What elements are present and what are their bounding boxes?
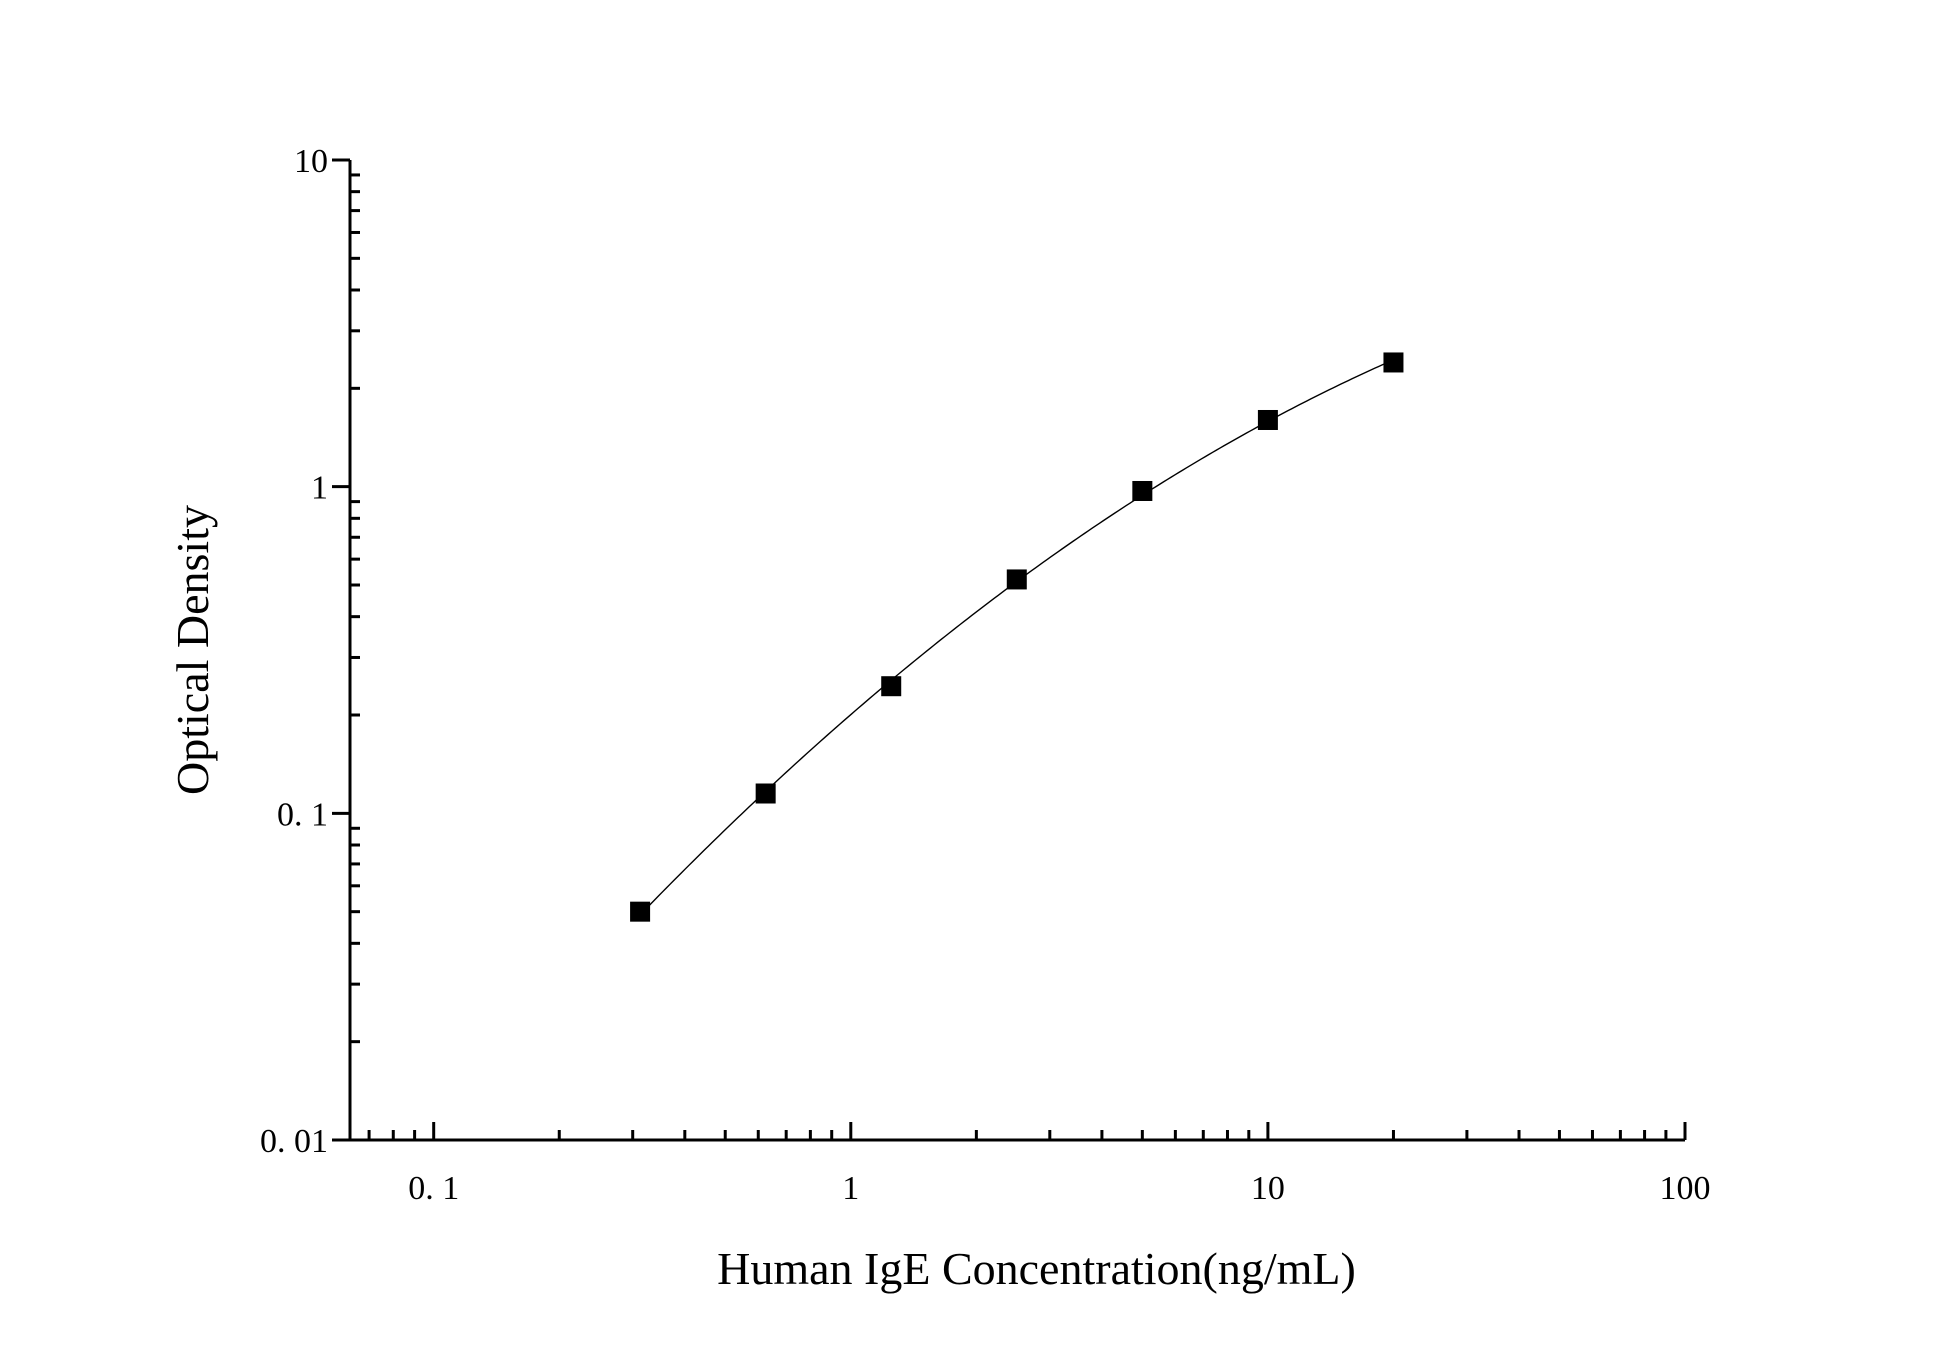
y-axis-title: Optical Density bbox=[167, 505, 218, 795]
fit-curve bbox=[639, 359, 1394, 916]
x-axis-title: Human IgE Concentration(ng/mL) bbox=[717, 1243, 1356, 1294]
data-point bbox=[1006, 569, 1027, 590]
data-point bbox=[881, 676, 902, 697]
data-point bbox=[630, 901, 651, 922]
data-point bbox=[1383, 352, 1404, 373]
y-tick-label: 0. 01 bbox=[260, 1123, 328, 1160]
data-point bbox=[1132, 480, 1153, 501]
x-tick-label: 0. 1 bbox=[408, 1170, 459, 1207]
x-tick-label: 10 bbox=[1251, 1170, 1285, 1207]
data-points bbox=[630, 352, 1404, 922]
y-tick-label: 0. 1 bbox=[277, 796, 328, 833]
x-tick-label: 100 bbox=[1660, 1170, 1711, 1207]
data-point bbox=[1257, 409, 1278, 430]
x-tick-label: 1 bbox=[842, 1170, 859, 1207]
y-tick-label: 1 bbox=[311, 470, 328, 507]
y-tick-label: 10 bbox=[294, 143, 328, 180]
data-point bbox=[755, 783, 776, 804]
axes: 0. 1 1 10 100 0. 01 0. 1 1 10 bbox=[260, 143, 1711, 1207]
